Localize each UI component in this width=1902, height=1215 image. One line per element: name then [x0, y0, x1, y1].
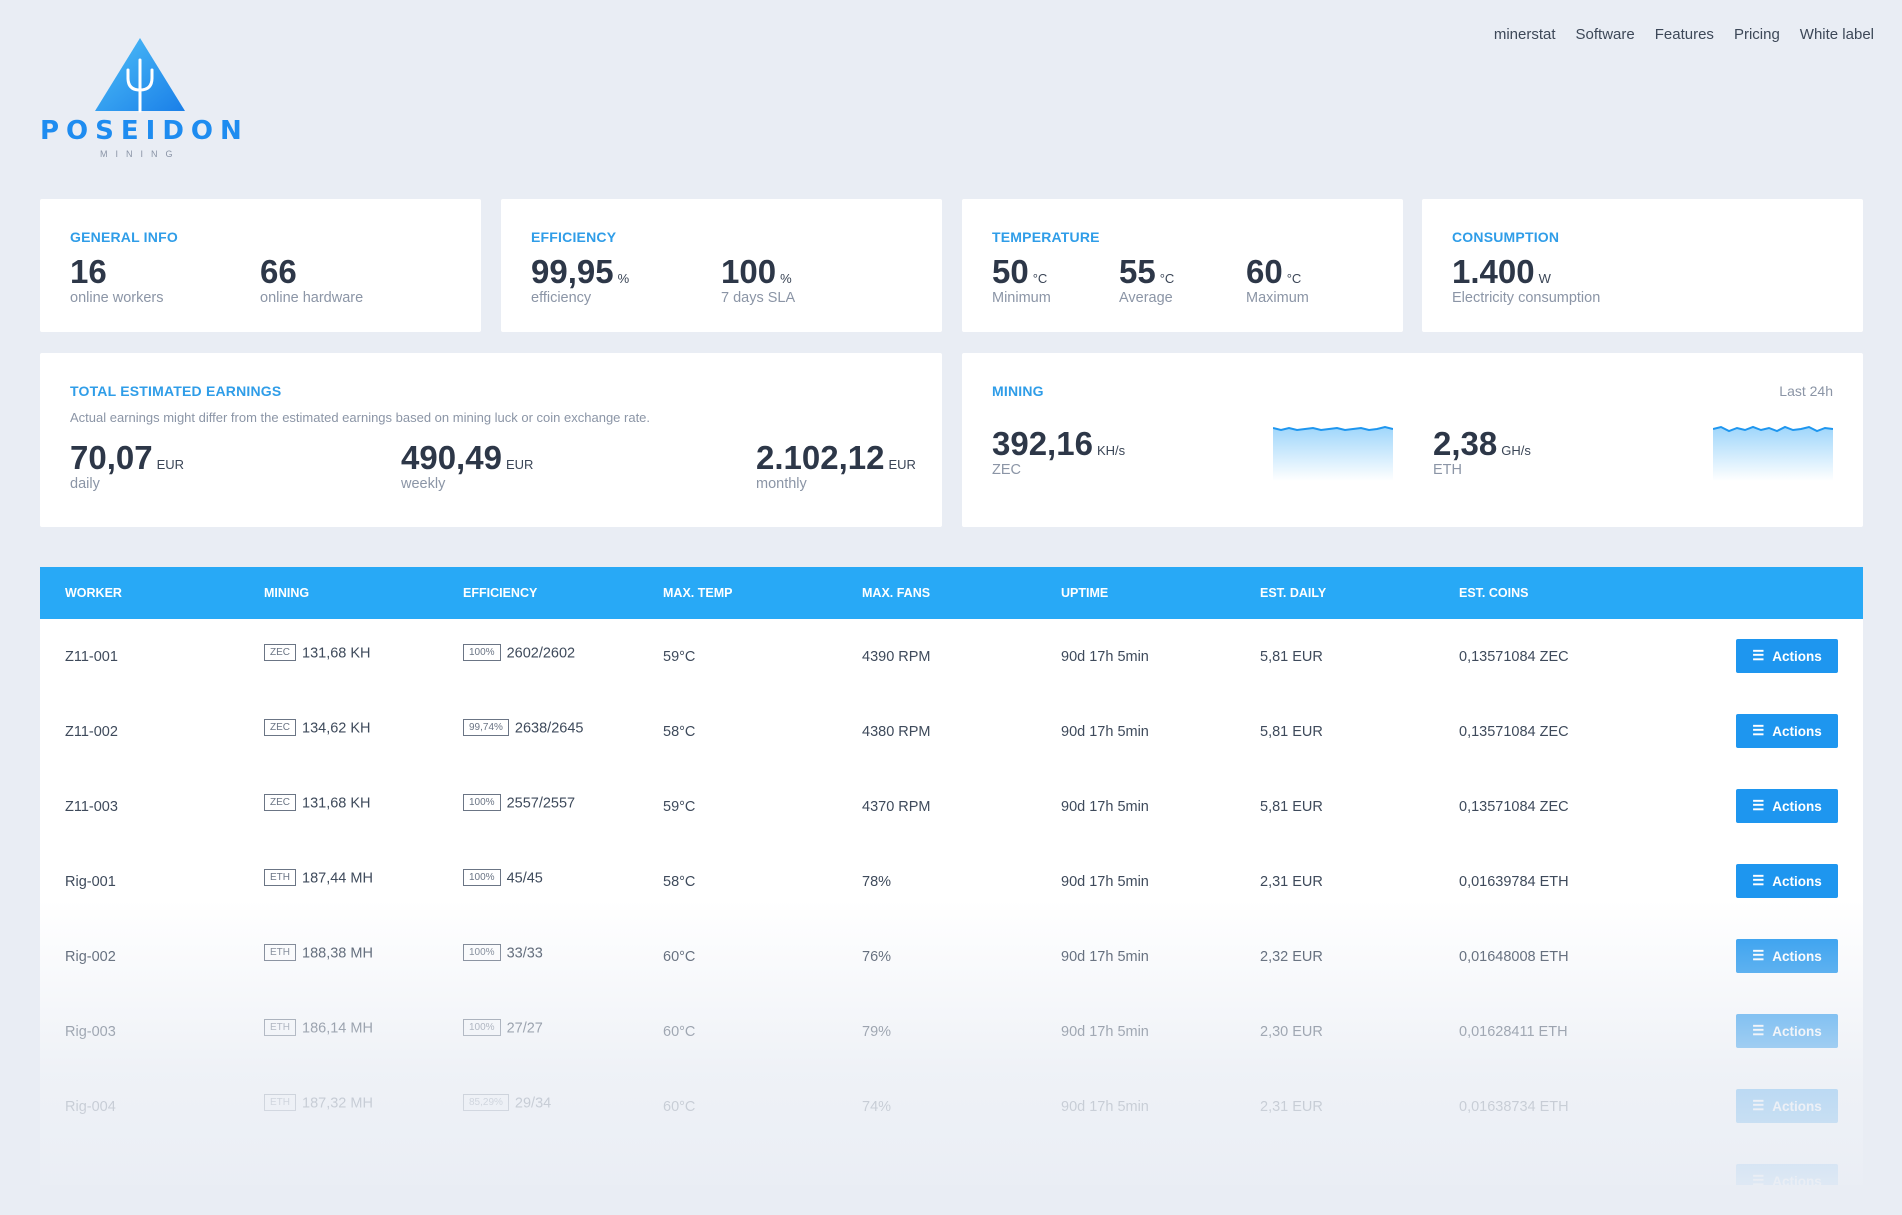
actions-button[interactable]: ☰ Actions: [1736, 639, 1838, 673]
column-header: EST. COINS: [1459, 586, 1529, 600]
table-row[interactable]: Rig-004 ETH 187,32 MH 85,29% 29/34 60°C 74…: [40, 1069, 1863, 1144]
actions-button[interactable]: ☰ Actions: [1736, 714, 1838, 748]
menu-icon: ☰: [1752, 1173, 1765, 1185]
nav-white-label[interactable]: White label: [1799, 26, 1874, 43]
column-header: MAX. FANS: [862, 586, 931, 600]
stat-earnings-monthly: 2.102,12 EUR monthly: [756, 439, 916, 492]
menu-icon: ☰: [1752, 1098, 1765, 1113]
general-info-card: GENERAL INFO 16 online workers 66 online…: [40, 199, 481, 332]
nav-features[interactable]: Features: [1654, 26, 1714, 43]
card-title: CONSUMPTION: [1452, 229, 1560, 245]
stat-online-hardware: 66 online hardware: [260, 253, 364, 306]
column-header: UPTIME: [1061, 586, 1109, 600]
top-nav: minerstat Software Features Pricing Whit…: [1494, 26, 1874, 43]
logo-subtitle: MINING: [100, 149, 181, 159]
table-row[interactable]: Rig-001 ETH 187,44 MH 100% 45/45 58°C 78% …: [40, 844, 1863, 919]
nav-minerstat[interactable]: minerstat: [1493, 26, 1556, 43]
card-title: GENERAL INFO: [70, 229, 178, 245]
efficiency-badge: 99,74%: [463, 719, 509, 736]
earnings-note: Actual earnings might differ from the es…: [70, 410, 651, 425]
actions-button[interactable]: ☰ Actions: [1736, 939, 1838, 973]
table-row[interactable]: Rig-003 ETH 186,14 MH 100% 27/27 60°C 79% …: [40, 994, 1863, 1069]
trident-logo-icon: [95, 38, 185, 113]
coin-badge: ETH: [264, 869, 296, 886]
earnings-card: TOTAL ESTIMATED EARNINGS Actual earnings…: [40, 353, 942, 527]
efficiency-badge: 100%: [463, 869, 501, 886]
actions-button[interactable]: ☰ Actions: [1736, 1164, 1838, 1185]
coin-badge: ZEC: [264, 719, 296, 736]
efficiency-badge: 100%: [463, 644, 501, 661]
menu-icon: ☰: [1752, 798, 1765, 813]
coin-badge: ETH: [264, 1019, 296, 1036]
stat-temp-avg: 55 °C Average: [1119, 253, 1175, 306]
efficiency-card: EFFICIENCY 99,95% efficiency 100% 7 days…: [501, 199, 942, 332]
table-row[interactable]: Z11-001 ZEC 131,68 KH 100% 2602/2602 59°C …: [40, 619, 1863, 694]
temperature-card: TEMPERATURE 50 °C Minimum 55 °C Average 60…: [962, 199, 1403, 332]
efficiency-badge: 100%: [463, 944, 501, 961]
zec-hashrate-sparkline: [1273, 425, 1393, 481]
workers-table: WORKER MINING EFFICIENCY MAX. TEMP MAX. …: [40, 567, 1863, 1185]
column-header: MINING: [264, 586, 310, 600]
actions-button[interactable]: ☰ Actions: [1736, 1014, 1838, 1048]
stat-sla: 100% 7 days SLA: [721, 253, 796, 306]
nav-software[interactable]: Software: [1575, 26, 1635, 43]
menu-icon: ☰: [1752, 1023, 1765, 1038]
stat-temp-min: 50 °C Minimum: [992, 253, 1051, 306]
stat-consumption: 1.400 W Electricity consumption: [1452, 253, 1601, 306]
card-title: TOTAL ESTIMATED EARNINGS: [70, 383, 282, 399]
menu-icon: ☰: [1752, 948, 1765, 963]
menu-icon: ☰: [1752, 873, 1765, 888]
period-label: Last 24h: [1779, 383, 1833, 399]
column-header: EFFICIENCY: [463, 586, 538, 600]
stat-earnings-daily: 70,07 EUR daily: [70, 439, 185, 492]
logo[interactable]: POSEIDON MINING: [38, 38, 243, 163]
coin-badge: ETH: [264, 944, 296, 961]
column-header: WORKER: [65, 586, 122, 600]
card-title: EFFICIENCY: [531, 229, 617, 245]
menu-icon: ☰: [1752, 723, 1765, 738]
mining-card: MINING Last 24h 392,16 KH/s ZEC 2,38 GH/s …: [962, 353, 1863, 527]
table-header: WORKER MINING EFFICIENCY MAX. TEMP MAX. …: [40, 567, 1863, 619]
table-row[interactable]: Z11-002 ZEC 134,62 KH 99,74% 2638/2645 58°…: [40, 694, 1863, 769]
logo-wordmark: POSEIDON: [40, 116, 249, 146]
stat-online-workers: 16 online workers: [70, 253, 164, 306]
coin-badge: ETH: [264, 1094, 296, 1111]
stat-mining-zec: 392,16 KH/s ZEC: [992, 425, 1126, 478]
table-row[interactable]: Z11-003 ZEC 131,68 KH 100% 2557/2557 59°C …: [40, 769, 1863, 844]
table-row[interactable]: ☰ Actions: [40, 1144, 1863, 1185]
coin-badge: ZEC: [264, 794, 296, 811]
consumption-card: CONSUMPTION 1.400 W Electricity consumpti…: [1422, 199, 1863, 332]
actions-button[interactable]: ☰ Actions: [1736, 1089, 1838, 1123]
actions-button[interactable]: ☰ Actions: [1736, 789, 1838, 823]
efficiency-badge: 100%: [463, 1019, 501, 1036]
actions-button[interactable]: ☰ Actions: [1736, 864, 1838, 898]
card-title: MINING: [992, 383, 1044, 399]
column-header: EST. DAILY: [1260, 586, 1327, 600]
card-title: TEMPERATURE: [992, 229, 1100, 245]
table-row[interactable]: Rig-002 ETH 188,38 MH 100% 33/33 60°C 76% …: [40, 919, 1863, 994]
efficiency-badge: 100%: [463, 794, 501, 811]
stat-mining-eth: 2,38 GH/s ETH: [1433, 425, 1531, 478]
menu-icon: ☰: [1752, 648, 1765, 663]
stat-temp-max: 60 °C Maximum: [1246, 253, 1309, 306]
efficiency-badge: 85,29%: [463, 1094, 509, 1111]
eth-hashrate-sparkline: [1713, 425, 1833, 481]
nav-pricing[interactable]: Pricing: [1733, 26, 1780, 43]
column-header: MAX. TEMP: [663, 586, 733, 600]
coin-badge: ZEC: [264, 644, 296, 661]
stat-efficiency: 99,95% efficiency: [531, 253, 630, 306]
stat-earnings-weekly: 490,49 EUR weekly: [401, 439, 534, 492]
